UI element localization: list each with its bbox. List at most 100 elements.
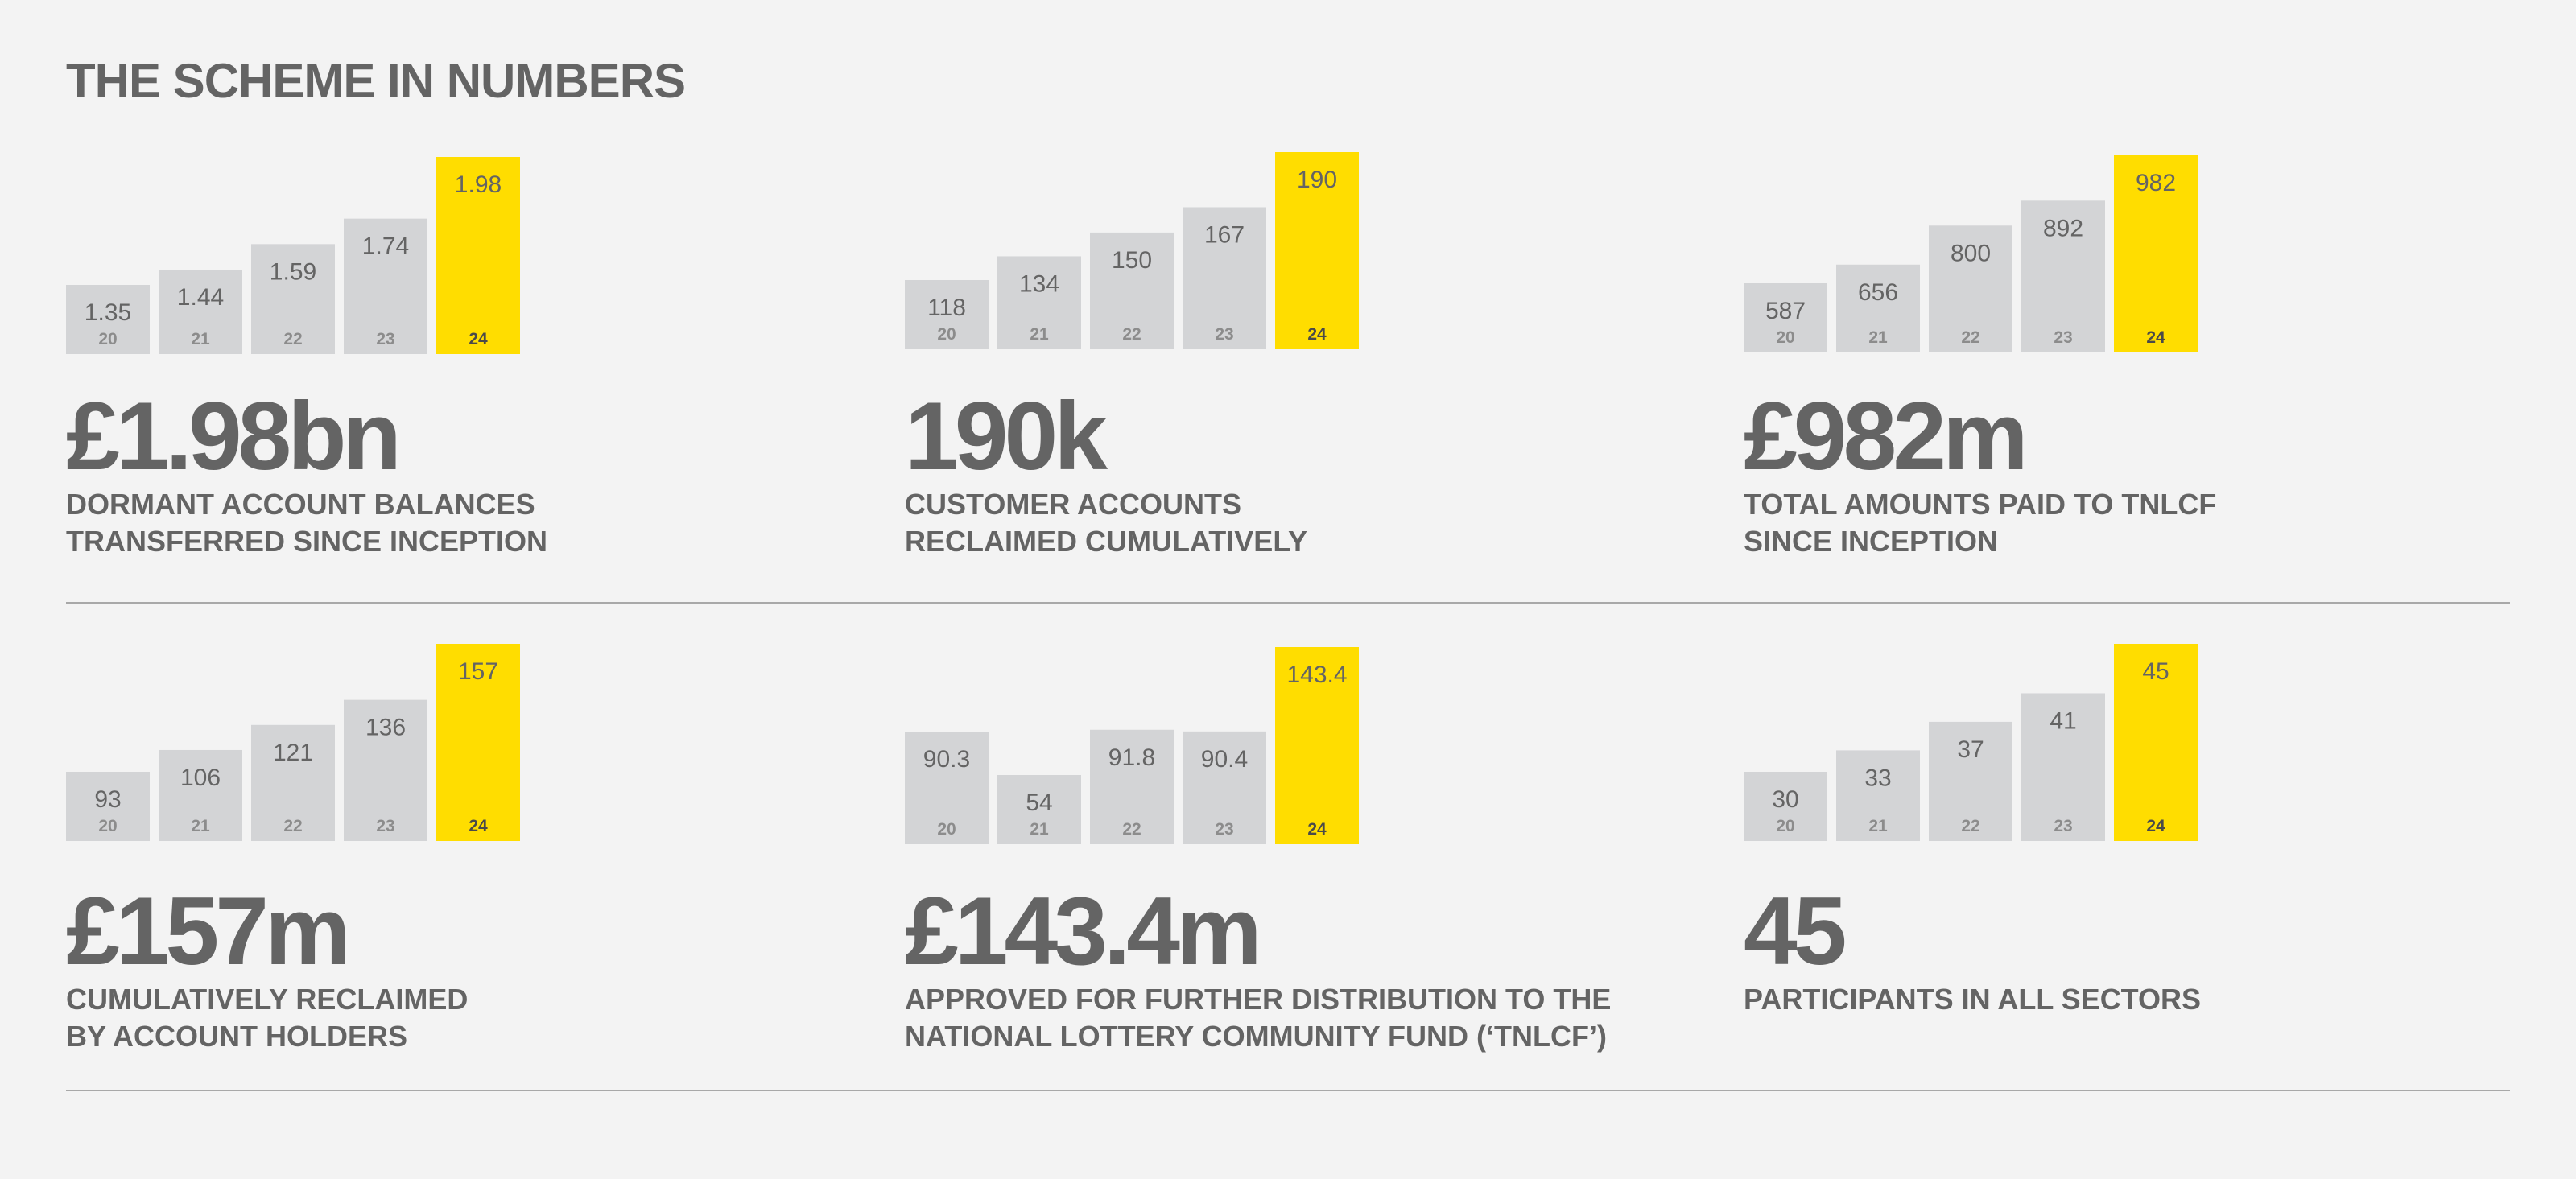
bar-value-label: 190 xyxy=(1297,167,1337,193)
bar-value-label: 90.4 xyxy=(1201,746,1248,773)
bar-category-label: 23 xyxy=(2054,328,2072,347)
bar-category-label: 23 xyxy=(376,330,394,348)
bar xyxy=(1929,721,2013,841)
bar-category-label: 24 xyxy=(1307,820,1327,839)
stat-description-line: DORMANT ACCOUNT BALANCES xyxy=(66,488,535,521)
stat-description-line: TOTAL AMOUNTS PAID TO TNLCF xyxy=(1744,488,2217,521)
bar-category-label: 23 xyxy=(2054,817,2072,835)
stat-description-line: BY ACCOUNT HOLDERS xyxy=(66,1020,408,1053)
bar-chart: 587 20 656 21 800 22 892 23 982 24 xyxy=(1744,155,2198,352)
headline-value: £982m xyxy=(1744,382,2029,490)
bar xyxy=(66,285,150,354)
bar xyxy=(2021,693,2105,841)
bar-value-label: 800 xyxy=(1951,240,1991,266)
headline-value: £157m xyxy=(66,877,351,985)
bar-category-label: 20 xyxy=(98,817,117,835)
bar-category-label: 21 xyxy=(1030,325,1049,344)
divider xyxy=(66,602,2510,604)
stat-description: TOTAL AMOUNTS PAID TO TNLCF SINCE INCEPT… xyxy=(1744,486,2216,560)
stat-description-line: SINCE INCEPTION xyxy=(1744,525,1999,558)
bar-category-label: 22 xyxy=(283,330,302,348)
bar xyxy=(159,270,242,354)
bar-chart: 90.3 20 54 21 91.8 22 90.4 23 143.4 24 xyxy=(905,647,1359,844)
bar-category-label: 20 xyxy=(1776,817,1794,835)
bar xyxy=(66,772,150,841)
bar xyxy=(159,749,242,841)
bar-category-label: 20 xyxy=(1776,328,1794,347)
page-title: THE SCHEME IN NUMBERS xyxy=(66,54,686,108)
bar xyxy=(2021,200,2105,352)
bar xyxy=(1183,207,1266,349)
stat-description: CUMULATIVELY RECLAIMED BY ACCOUNT HOLDER… xyxy=(66,981,468,1055)
bar-chart: 93 20 106 21 121 22 136 23 157 24 xyxy=(66,644,520,841)
bar-value-label: 91.8 xyxy=(1108,744,1155,771)
bar-category-label: 22 xyxy=(1961,817,1979,835)
headline-value: £143.4m xyxy=(905,877,1262,985)
bar-value-label: 106 xyxy=(180,765,221,791)
bar xyxy=(1744,772,1827,841)
bar-value-label: 37 xyxy=(1957,736,1984,763)
stat-description-line: RECLAIMED CUMULATIVELY xyxy=(905,525,1308,558)
bar xyxy=(997,256,1081,349)
bar xyxy=(344,699,427,841)
bar-category-label: 22 xyxy=(1122,820,1141,839)
bar-value-label: 118 xyxy=(927,295,966,321)
bar-category-label: 24 xyxy=(469,330,488,348)
bar-category-label: 24 xyxy=(2146,817,2165,835)
bar-chart: 1.35 20 1.44 21 1.59 22 1.74 23 1.98 24 xyxy=(66,157,520,354)
bar-value-label: 121 xyxy=(273,740,313,766)
bar-value-label: 41 xyxy=(2050,707,2076,734)
bar-value-label: 54 xyxy=(1026,789,1052,816)
headline-value: 45 xyxy=(1744,877,1847,985)
bar-value-label: 656 xyxy=(1858,279,1898,306)
stat-description: APPROVED FOR FURTHER DISTRIBUTION TO THE… xyxy=(905,981,1611,1055)
stat-description: CUSTOMER ACCOUNTS RECLAIMED CUMULATIVELY xyxy=(905,486,1307,560)
stat-description-line: TRANSFERRED SINCE INCEPTION xyxy=(66,525,548,558)
bar xyxy=(1836,264,1920,352)
bar-value-label: 587 xyxy=(1765,298,1806,324)
bar-value-label: 1.44 xyxy=(177,284,224,311)
bar-category-label: 24 xyxy=(2146,328,2165,347)
bar-value-label: 1.98 xyxy=(455,171,502,198)
bar xyxy=(1090,729,1174,844)
stat-description-line: CUMULATIVELY RECLAIMED xyxy=(66,983,469,1016)
stat-description-line: NATIONAL LOTTERY COMMUNITY FUND (‘TNLCF’… xyxy=(905,1020,1607,1053)
bar-highlight xyxy=(436,644,520,841)
bar-value-label: 33 xyxy=(1864,765,1891,791)
bar-category-label: 21 xyxy=(1868,328,1888,347)
bar xyxy=(1929,225,2013,352)
bar-value-label: 93 xyxy=(94,786,121,813)
stat-description-line: APPROVED FOR FURTHER DISTRIBUTION TO THE xyxy=(905,983,1612,1016)
bar xyxy=(997,775,1081,844)
headline-value: £1.98bn xyxy=(66,382,402,490)
bar-highlight xyxy=(2114,644,2198,841)
bar-value-label: 90.3 xyxy=(923,746,970,773)
bar-value-label: 150 xyxy=(1112,247,1152,274)
bar xyxy=(1183,731,1266,844)
bar-category-label: 22 xyxy=(283,817,302,835)
bar-highlight xyxy=(2114,155,2198,352)
bar-chart: 118 20 134 21 150 22 167 23 190 24 xyxy=(905,152,1359,349)
bar-category-label: 21 xyxy=(191,817,210,835)
bar-category-label: 21 xyxy=(1868,817,1888,835)
bar xyxy=(1744,283,1827,352)
bar-category-label: 23 xyxy=(376,817,394,835)
bar-category-label: 21 xyxy=(191,330,210,348)
bar-category-label: 23 xyxy=(1215,820,1233,839)
bar xyxy=(1090,232,1174,349)
bar-value-label: 134 xyxy=(1019,270,1059,297)
bar-category-label: 22 xyxy=(1961,328,1979,347)
stat-description: DORMANT ACCOUNT BALANCES TRANSFERRED SIN… xyxy=(66,486,547,560)
stat-description-line: CUSTOMER ACCOUNTS xyxy=(905,488,1242,521)
bar-value-label: 982 xyxy=(2136,170,2176,196)
stat-description: PARTICIPANTS IN ALL SECTORS xyxy=(1744,981,2201,1018)
bar xyxy=(251,244,335,354)
bar-highlight xyxy=(1275,647,1359,844)
bar-chart: 30 20 33 21 37 22 41 23 45 24 xyxy=(1744,644,2198,841)
bar-value-label: 1.74 xyxy=(362,233,409,260)
bar-value-label: 1.59 xyxy=(270,258,316,285)
bar-category-label: 23 xyxy=(1215,325,1233,344)
bar xyxy=(344,218,427,354)
bar-value-label: 45 xyxy=(2142,658,2169,685)
bar-value-label: 136 xyxy=(365,715,406,741)
